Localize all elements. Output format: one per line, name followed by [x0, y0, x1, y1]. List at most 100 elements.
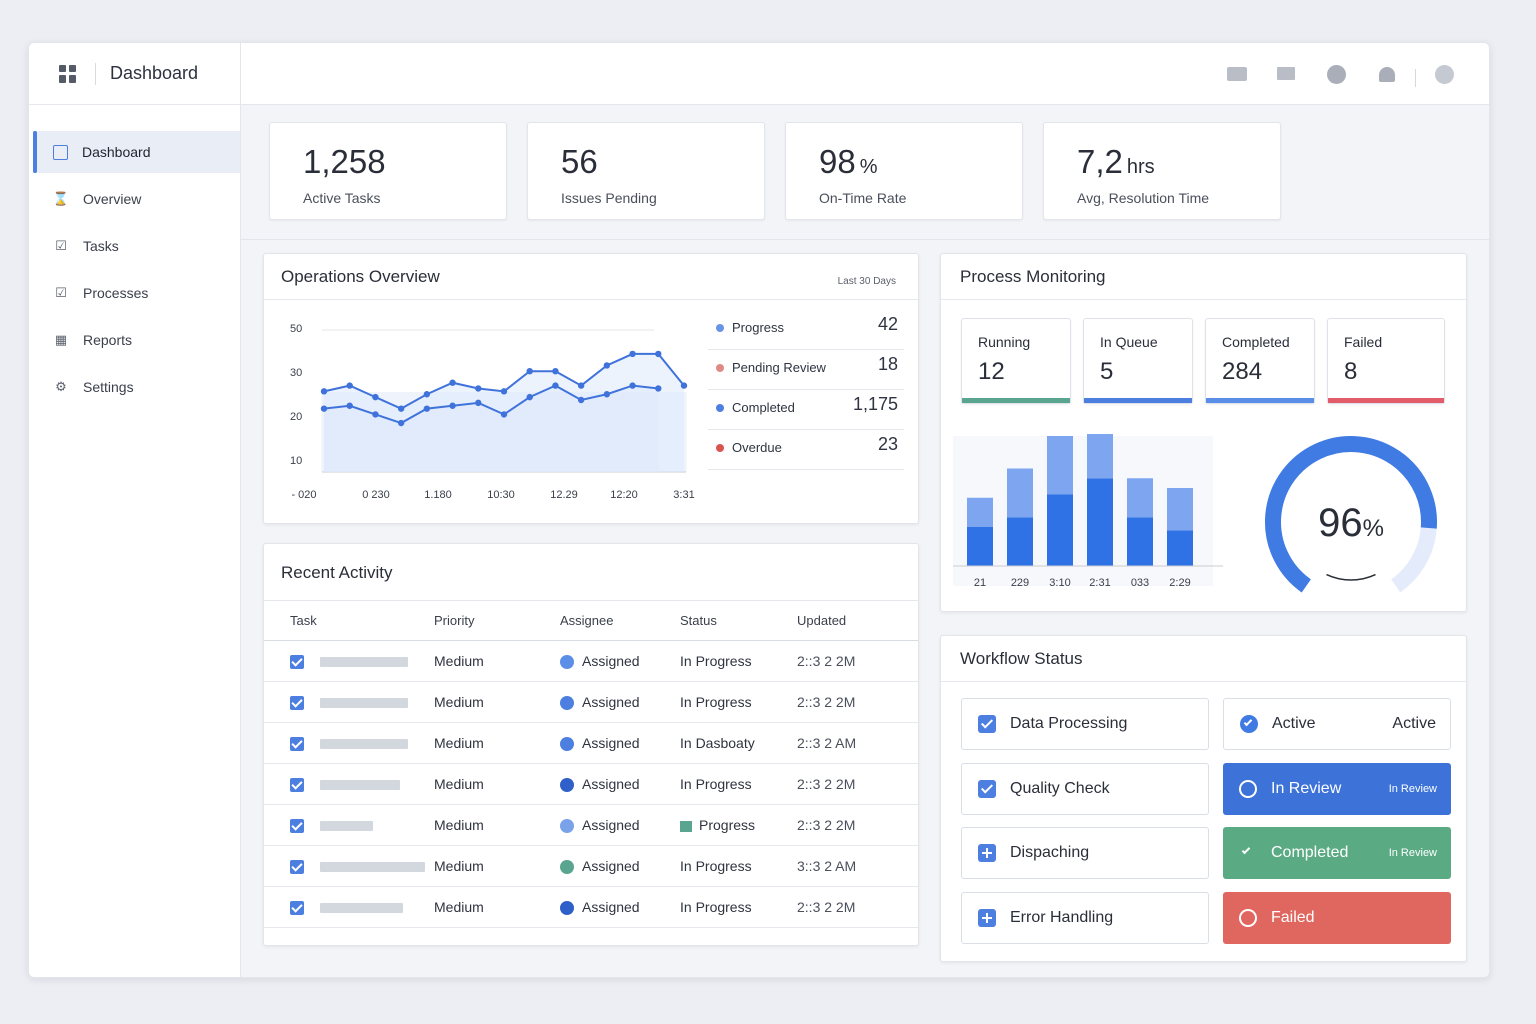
circle-icon[interactable] — [1327, 65, 1346, 84]
table-row[interactable]: Medium Assigned In Progress 2::3 2 2M — [264, 763, 918, 805]
avatar-icon[interactable] — [1435, 65, 1454, 84]
row-checkbox[interactable] — [290, 819, 304, 834]
workflow-status-failed[interactable]: Failed — [1223, 891, 1451, 944]
row-checkbox[interactable] — [290, 860, 304, 875]
data-point[interactable] — [397, 419, 405, 427]
data-point[interactable] — [577, 382, 585, 389]
row-checkbox[interactable] — [290, 655, 304, 670]
data-point[interactable] — [475, 399, 482, 407]
legend-row[interactable]: Progress 42 — [708, 310, 904, 350]
row-checkbox[interactable] — [290, 901, 304, 916]
kpi-card[interactable]: 56 Issues Pending — [527, 122, 765, 220]
data-point[interactable] — [346, 382, 353, 389]
data-point[interactable] — [397, 405, 405, 412]
range-label[interactable]: Last 30 Days — [837, 276, 896, 287]
kpi-number: 1,258 — [303, 143, 386, 180]
data-point[interactable] — [423, 405, 431, 412]
bar-segment[interactable] — [1047, 436, 1073, 495]
workflow-step[interactable]: Quality Check — [961, 762, 1209, 815]
task-cell — [264, 681, 434, 723]
table-row[interactable]: Medium Assigned In Dasboaty 2::3 2 AM — [264, 722, 918, 764]
workflow-step[interactable]: Error Handling — [961, 891, 1209, 944]
workflow-status-active[interactable]: Active Active — [1223, 698, 1451, 750]
y-tick-label: 30 — [290, 367, 302, 379]
data-point[interactable] — [372, 393, 379, 401]
kpi-card[interactable]: 7,2 hrs Avg, Resolution Time — [1043, 122, 1281, 220]
assignee-avatar — [560, 655, 574, 670]
workflow-step[interactable]: Dispaching — [961, 827, 1209, 879]
row-checkbox[interactable] — [290, 778, 304, 793]
column-header[interactable]: Status — [680, 600, 797, 641]
data-point[interactable] — [423, 391, 431, 398]
bar-segment[interactable] — [1167, 530, 1193, 566]
bar-segment[interactable] — [1007, 517, 1033, 566]
bar-category-label: 033 — [1131, 577, 1149, 589]
row-checkbox[interactable] — [290, 696, 304, 711]
tile-value: 12 — [978, 358, 1005, 385]
task-placeholder — [320, 821, 373, 832]
data-point[interactable] — [372, 411, 379, 418]
legend-row[interactable]: Pending Review 18 — [708, 350, 904, 390]
data-point[interactable] — [449, 402, 456, 409]
data-point[interactable] — [577, 396, 585, 404]
data-point[interactable] — [680, 382, 688, 389]
process-tile-completed[interactable]: Completed 284 — [1205, 318, 1315, 404]
data-point[interactable] — [655, 385, 662, 392]
sidebar-item-reports[interactable]: ▦ Reports — [29, 319, 240, 361]
workflow-step[interactable]: Data Processing — [961, 698, 1209, 750]
row-checkbox[interactable] — [290, 737, 304, 752]
bar-segment[interactable] — [1007, 468, 1033, 518]
workflow-status-completed[interactable]: Completed In Review — [1223, 827, 1451, 879]
process-tile-running[interactable]: Running 12 — [961, 318, 1071, 404]
data-point[interactable] — [629, 350, 636, 358]
sidebar-item-overview[interactable]: ⌛ Overview — [29, 178, 240, 220]
bar-segment[interactable] — [1127, 517, 1153, 566]
kpi-card[interactable]: 1,258 Active Tasks — [269, 122, 507, 220]
data-point[interactable] — [500, 388, 508, 395]
data-point[interactable] — [655, 350, 662, 358]
column-header[interactable]: Assignee — [560, 600, 680, 641]
data-point[interactable] — [475, 385, 482, 392]
sidebar-item-processes[interactable]: ☑ Processes — [29, 272, 240, 314]
process-tile-failed[interactable]: Failed 8 — [1327, 318, 1445, 404]
legend-row[interactable]: Completed 1,175 — [708, 390, 904, 430]
data-point[interactable] — [449, 379, 456, 386]
bar-segment[interactable] — [967, 497, 993, 527]
data-point[interactable] — [320, 388, 328, 395]
bar-segment[interactable] — [1047, 494, 1073, 567]
data-point[interactable] — [526, 368, 533, 375]
data-point[interactable] — [603, 391, 611, 398]
process-tile-in-queue[interactable]: In Queue 5 — [1083, 318, 1193, 404]
sidebar-item-tasks[interactable]: ☑ Tasks — [29, 225, 240, 267]
bar-segment[interactable] — [1087, 434, 1113, 479]
legend-row[interactable]: Overdue 23 — [708, 430, 904, 470]
table-row[interactable]: Medium Assigned Progress 2::3 2 2M — [264, 804, 918, 846]
table-row[interactable]: Medium Assigned In Progress 3::3 2 AM — [264, 845, 918, 887]
sidebar-item-dashboard[interactable]: Dashboard — [33, 131, 240, 173]
kpi-card[interactable]: 98% On-Time Rate — [785, 122, 1023, 220]
table-row[interactable]: Medium Assigned In Progress 2::3 2 2M — [264, 640, 918, 682]
data-point[interactable] — [629, 382, 636, 389]
user-icon[interactable] — [1379, 67, 1395, 82]
table-row[interactable]: Medium Assigned In Progress 2::3 2 2M — [264, 886, 918, 928]
data-point[interactable] — [526, 393, 533, 401]
column-header[interactable]: Updated — [797, 600, 918, 641]
video-icon[interactable] — [1227, 67, 1247, 81]
bar-segment[interactable] — [1127, 478, 1153, 518]
data-point[interactable] — [500, 411, 508, 418]
table-row[interactable]: Medium Assigned In Progress 2::3 2 2M — [264, 681, 918, 723]
data-point[interactable] — [346, 402, 353, 409]
kpi-unit: hrs — [1126, 156, 1155, 178]
data-point[interactable] — [603, 362, 611, 369]
mail-icon[interactable] — [1277, 67, 1295, 80]
data-point[interactable] — [552, 382, 559, 389]
workflow-status-in-review[interactable]: In Review In Review — [1223, 762, 1451, 815]
column-header[interactable]: Task — [264, 600, 434, 641]
data-point[interactable] — [552, 368, 559, 375]
bar-segment[interactable] — [1167, 488, 1193, 531]
data-point[interactable] — [320, 405, 328, 412]
sidebar-item-settings[interactable]: ⚙ Settings — [29, 366, 240, 408]
column-header[interactable]: Priority — [434, 600, 560, 641]
bar-segment[interactable] — [1087, 478, 1113, 566]
bar-segment[interactable] — [967, 527, 993, 566]
